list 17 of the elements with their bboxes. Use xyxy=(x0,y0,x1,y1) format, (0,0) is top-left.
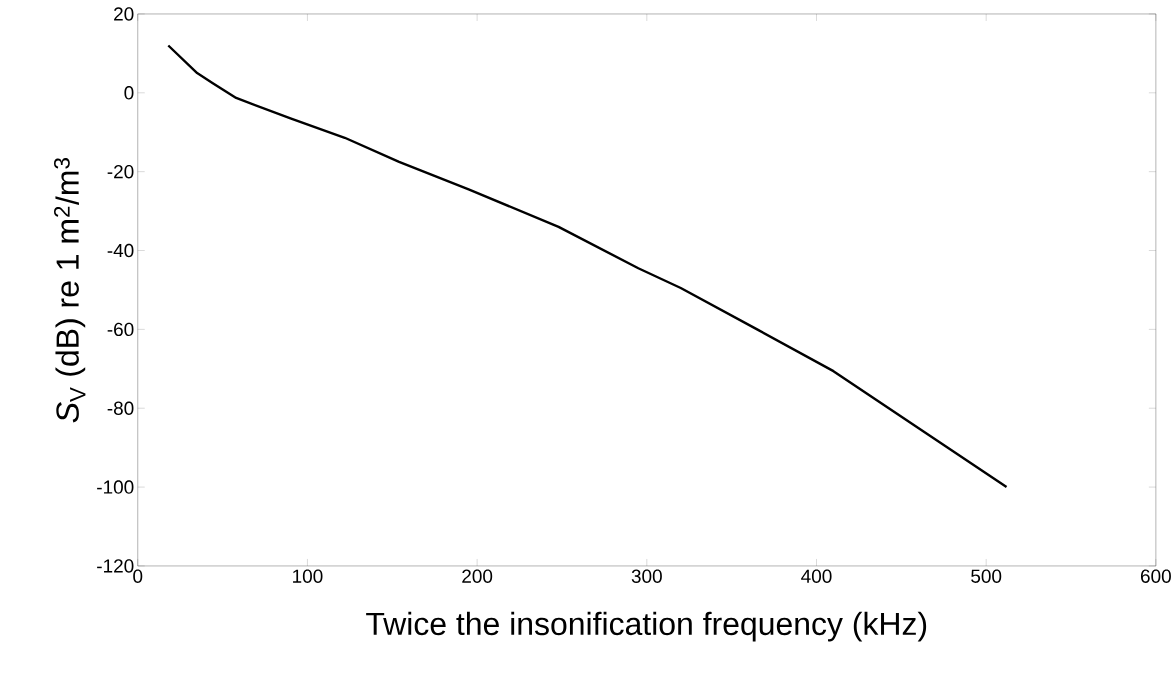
y-tick-label: -120 xyxy=(97,559,134,573)
x-tick-label: 400 xyxy=(801,569,832,584)
x-tick-label: 200 xyxy=(462,569,493,584)
x-tick-label: 100 xyxy=(293,569,323,584)
x-tick-label: 300 xyxy=(631,569,662,584)
y-tick-label: -80 xyxy=(107,401,134,416)
y-tick-label: -40 xyxy=(107,243,134,258)
x-axis-title: Twice the insonification frequency (kHz) xyxy=(366,611,927,642)
y-tick-label: -60 xyxy=(107,322,134,337)
y-axis-title: S$_{V}$ (dB) re 1 m$^{2}$/m$^{3}$ xyxy=(53,158,86,423)
line-series xyxy=(167,44,1008,489)
x-tick-label: 500 xyxy=(971,569,1002,584)
y-tick-label: 0 xyxy=(124,86,134,100)
x-tick-label: 600 xyxy=(1140,569,1171,584)
y-tick-label: 20 xyxy=(114,7,134,21)
y-tick-label: -20 xyxy=(107,165,134,179)
y-tick-label: -100 xyxy=(97,480,134,494)
